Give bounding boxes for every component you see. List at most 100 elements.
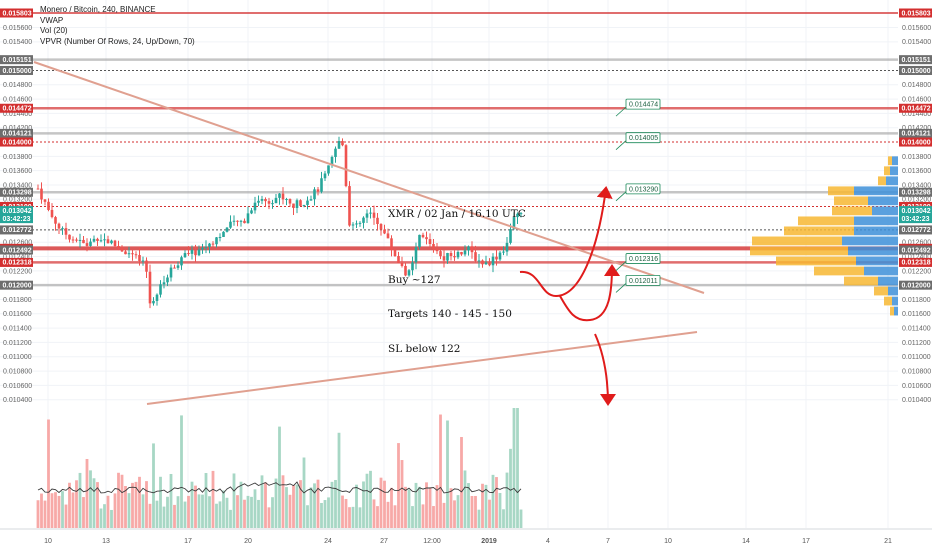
volume-bar	[316, 479, 320, 528]
candle-body	[96, 238, 99, 241]
volume-bar	[173, 504, 176, 528]
candle-body	[222, 231, 225, 237]
candle-body	[138, 255, 141, 262]
vpvr-down-bar	[888, 286, 898, 296]
candle-body	[264, 199, 267, 202]
candlesticks	[36, 136, 523, 309]
candle-body	[348, 186, 351, 226]
candle-body	[40, 188, 43, 200]
candle-body	[47, 201, 50, 210]
candle-body	[337, 141, 341, 149]
price-tag-right-text: 0.015803	[902, 10, 931, 17]
candle-body	[75, 239, 78, 241]
volume-bar	[148, 503, 152, 528]
volume-bar	[85, 458, 89, 528]
candle-body	[194, 249, 197, 256]
volume-bar	[278, 426, 281, 528]
vpvr-up-bar	[828, 186, 854, 196]
volume-bar	[89, 470, 92, 528]
price-tag-right-text: 0.012000	[902, 282, 931, 289]
price-tag-left-text: 0.015151	[3, 57, 32, 64]
price-tag-right	[899, 137, 932, 147]
target-label-box	[625, 274, 661, 286]
indicator-vpvr[interactable]: VPVR (Number Of Rows, 24, Up/Down, 70)	[40, 36, 195, 46]
volume-bar	[68, 482, 71, 528]
volume-bar	[127, 493, 131, 528]
price-tag-left-text: 0.014472	[3, 106, 32, 113]
candle-body	[173, 267, 176, 269]
candle-body	[505, 242, 509, 252]
candle-body	[61, 228, 64, 230]
vpvr-down-bar	[892, 156, 898, 166]
price-tick-right: 0.010800	[902, 368, 931, 375]
candle-body	[253, 202, 257, 211]
volume-bar	[120, 474, 124, 528]
candle-body	[376, 217, 379, 225]
target-label-text: 0.014005	[629, 135, 658, 142]
volume-bar	[407, 489, 411, 528]
candle-body	[320, 178, 323, 192]
target-labels: 0.014474 0.014005 0.013290 0.012316 0.012011	[615, 98, 661, 293]
volume-bar	[267, 507, 271, 528]
volume-bar	[281, 475, 285, 528]
price-tag-left	[0, 65, 33, 75]
candle-body	[169, 267, 173, 278]
target-label-box	[625, 183, 661, 195]
candle-body	[187, 253, 190, 255]
volume-bar	[239, 481, 243, 528]
indicator-volume[interactable]: Vol (20)	[40, 26, 68, 35]
time-tick: 24	[324, 538, 332, 545]
time-tick: 27	[380, 538, 388, 545]
candle-body	[400, 262, 404, 266]
price-tag-left	[0, 245, 33, 255]
vpvr-up-bar	[884, 166, 890, 176]
price-tick-right: 0.011000	[902, 354, 931, 361]
candle-body	[176, 265, 180, 268]
volume-bar	[257, 499, 260, 528]
vpvr-up-bar	[798, 216, 854, 226]
volume-profile	[750, 156, 898, 316]
price-tick-left: 0.011000	[3, 354, 32, 361]
candle-body	[425, 237, 428, 240]
indicator-vwap[interactable]: VWAP	[40, 15, 64, 25]
target-label-box	[625, 253, 661, 264]
candle-body	[113, 240, 117, 247]
volume-bar	[355, 484, 358, 528]
price-tick-right: 0.011200	[902, 340, 931, 347]
candle-body	[250, 210, 253, 214]
volume-bar	[453, 500, 456, 528]
trade-annotation[interactable]: XMR / 02 Jan / 16.10 UTC Buy ~127 Target…	[388, 186, 526, 367]
arrow-secondary-target	[559, 264, 620, 322]
candle-body	[211, 243, 215, 245]
price-tick-right: 0.012200	[902, 268, 931, 275]
candle-body	[239, 220, 243, 222]
time-tick: 13	[102, 538, 110, 545]
price-tick-left: 0.015600	[3, 25, 32, 32]
price-tick-left: 0.011600	[3, 311, 32, 318]
candle-body	[285, 199, 288, 201]
price-tick-right: 0.011600	[902, 311, 931, 318]
candle-body	[295, 200, 299, 208]
volume-bar	[393, 505, 397, 528]
volume-bar	[505, 472, 509, 528]
volume-bar	[337, 432, 341, 528]
volume-bar	[341, 495, 344, 528]
price-tag-left-text: 0.013042	[3, 208, 32, 215]
candle-body	[467, 246, 470, 251]
price-tick-right: 0.010400	[902, 397, 931, 404]
price-tick-right: 0.010600	[902, 383, 931, 390]
volume-bar	[456, 495, 460, 528]
time-tick: 21	[884, 538, 892, 545]
candle-body	[229, 221, 232, 228]
volume-bar	[232, 473, 236, 528]
volume-bar	[187, 495, 190, 528]
volume-bar	[348, 507, 351, 528]
candle-body	[323, 173, 327, 179]
volume-bar	[208, 496, 211, 528]
volume-bar	[442, 502, 446, 528]
vpvr-up-bar	[888, 156, 892, 166]
volume-bar	[446, 420, 449, 528]
candle-body	[260, 199, 264, 201]
candle-body	[267, 201, 271, 204]
